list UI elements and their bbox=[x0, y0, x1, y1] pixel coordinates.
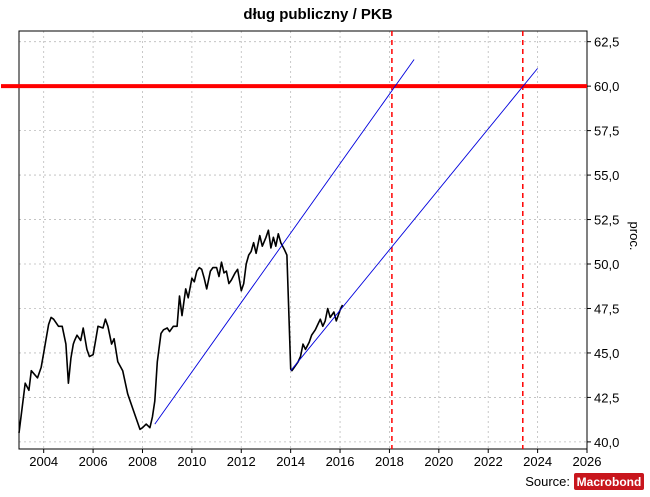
x-axis: 2004 2006 2008 2010 2012 2014 2016 2018 2020 2022… bbox=[29, 449, 601, 469]
y-axis-label: proc. bbox=[627, 222, 642, 251]
x-tick-label: 2016 bbox=[326, 454, 355, 469]
chart-title: dług publiczny / PKB bbox=[243, 6, 392, 23]
y-tick-label: 55,0 bbox=[594, 168, 619, 183]
x-tick-label: 2012 bbox=[227, 454, 256, 469]
x-tick-label: 2024 bbox=[523, 454, 552, 469]
plot-frame bbox=[18, 30, 588, 450]
trend-line bbox=[290, 68, 538, 371]
x-tick-label: 2020 bbox=[424, 454, 453, 469]
x-tick-label: 2010 bbox=[177, 454, 206, 469]
x-tick-label: 2018 bbox=[375, 454, 404, 469]
x-tick-label: 2006 bbox=[79, 454, 108, 469]
x-tick-label: 2008 bbox=[128, 454, 157, 469]
y-tick-label: 50,0 bbox=[594, 257, 619, 272]
macrobond-logo: Macrobond bbox=[574, 473, 644, 490]
debt-ratio-line bbox=[18, 229, 344, 434]
y-tick-label: 62,5 bbox=[594, 35, 619, 50]
series-layer bbox=[18, 59, 538, 434]
trend-line bbox=[154, 59, 415, 425]
y-tick-label: 40,0 bbox=[594, 435, 619, 450]
x-tick-label: 2022 bbox=[474, 454, 503, 469]
logo-text: Macrobond bbox=[577, 475, 642, 489]
source-label: Source: bbox=[525, 474, 570, 489]
x-tick-label: 2026 bbox=[573, 454, 602, 469]
y-tick-label: 45,0 bbox=[594, 346, 619, 361]
logo-background bbox=[574, 473, 644, 490]
y-tick-label: 47,5 bbox=[594, 301, 619, 316]
y-axis: 40,0 42,5 45,0 47,5 50,0 52,5 55,0 57,5 60,0 62,5 bbox=[587, 35, 619, 450]
y-tick-label: 42,5 bbox=[594, 390, 619, 405]
y-tick-label: 60,0 bbox=[594, 79, 619, 94]
x-tick-label: 2014 bbox=[276, 454, 305, 469]
y-tick-label: 52,5 bbox=[594, 213, 619, 228]
grid bbox=[19, 31, 588, 449]
x-tick-label: 2004 bbox=[29, 454, 58, 469]
threshold-layer bbox=[1, 31, 587, 449]
y-tick-label: 57,5 bbox=[594, 124, 619, 139]
